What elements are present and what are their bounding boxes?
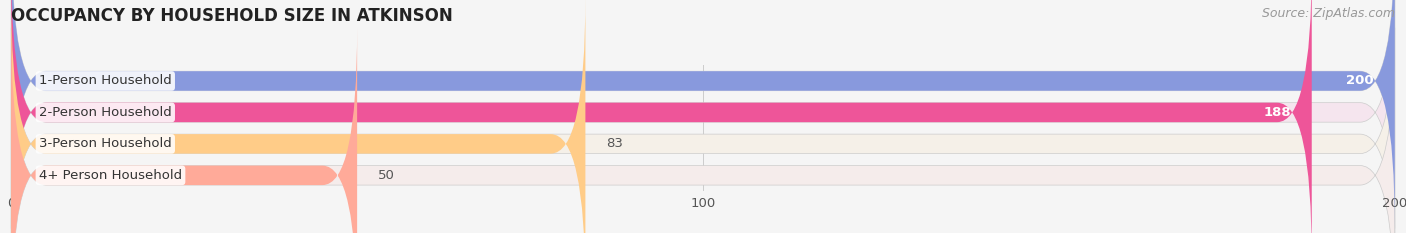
FancyBboxPatch shape [11,28,357,233]
Text: 50: 50 [378,169,395,182]
Text: Source: ZipAtlas.com: Source: ZipAtlas.com [1261,7,1395,20]
Text: 1-Person Household: 1-Person Household [39,75,172,87]
FancyBboxPatch shape [11,0,1395,229]
FancyBboxPatch shape [11,0,1395,229]
FancyBboxPatch shape [11,28,1395,233]
Text: 4+ Person Household: 4+ Person Household [39,169,181,182]
FancyBboxPatch shape [11,0,585,233]
Text: 2-Person Household: 2-Person Household [39,106,172,119]
FancyBboxPatch shape [11,0,1312,233]
FancyBboxPatch shape [11,0,1395,233]
Text: 3-Person Household: 3-Person Household [39,137,172,150]
Text: OCCUPANCY BY HOUSEHOLD SIZE IN ATKINSON: OCCUPANCY BY HOUSEHOLD SIZE IN ATKINSON [11,7,453,25]
Text: 200: 200 [1347,75,1374,87]
Text: 188: 188 [1264,106,1291,119]
Text: 83: 83 [606,137,623,150]
FancyBboxPatch shape [11,0,1395,233]
